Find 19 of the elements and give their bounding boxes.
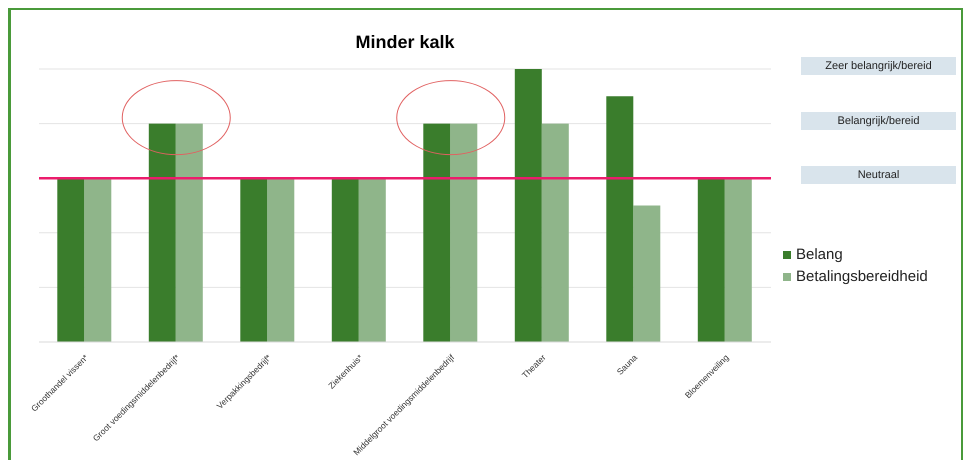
chart-title: Minder kalk <box>354 32 456 53</box>
bar <box>148 124 176 342</box>
bar <box>176 124 203 342</box>
bar <box>358 178 386 342</box>
bar <box>542 124 569 342</box>
bar <box>724 178 752 342</box>
bar <box>240 178 268 342</box>
bar <box>633 206 660 342</box>
bar <box>423 124 450 342</box>
bar <box>84 178 112 342</box>
bar <box>450 124 478 342</box>
bar <box>514 69 542 342</box>
legend-label: Belang <box>796 245 843 265</box>
bar <box>332 178 359 342</box>
bar <box>698 178 725 342</box>
legend-label: Betalingsbereidheid <box>796 267 928 287</box>
bar <box>606 96 634 342</box>
bar <box>57 178 84 342</box>
bar <box>267 178 294 342</box>
